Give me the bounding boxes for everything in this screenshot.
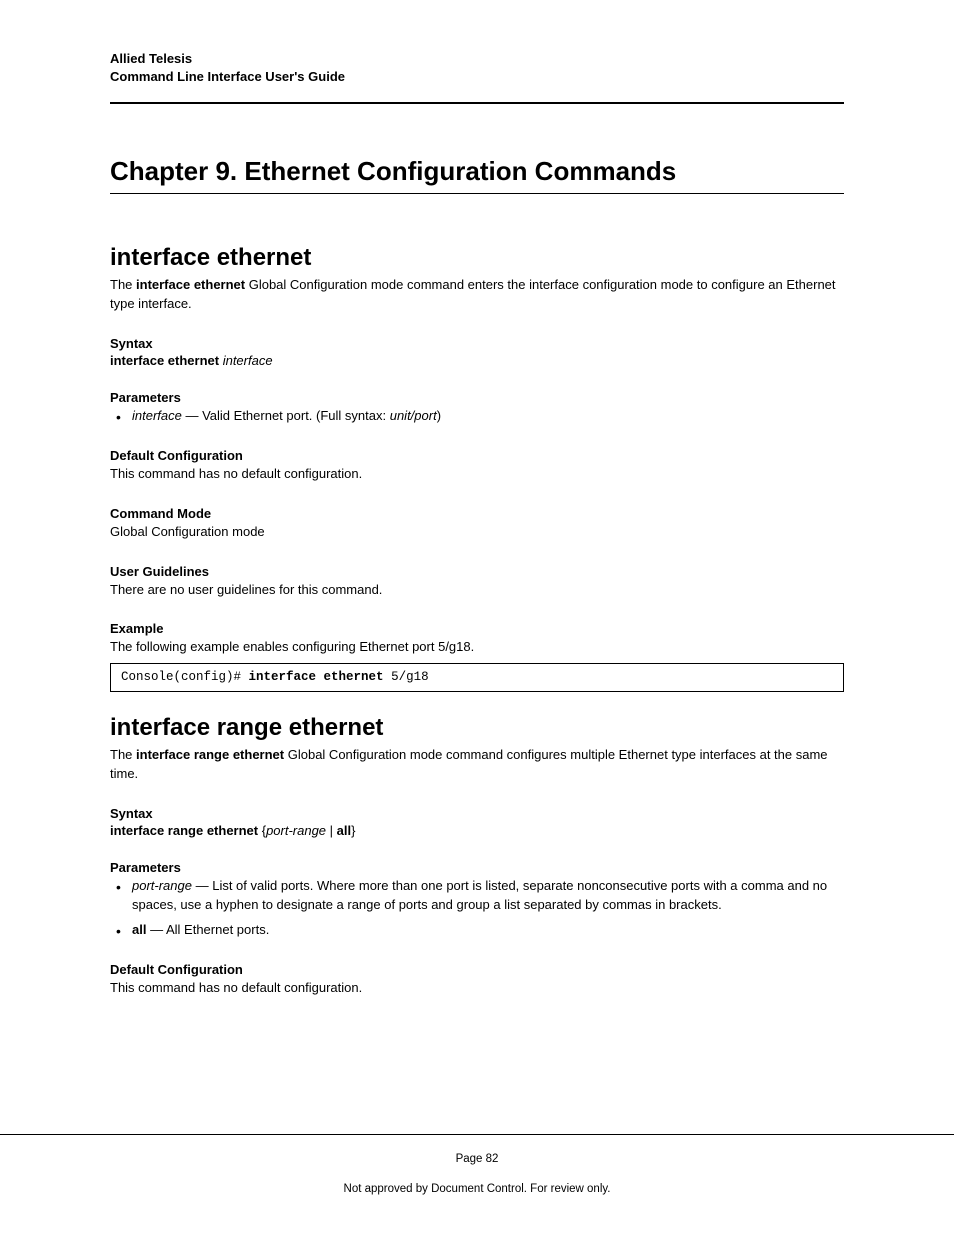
text: — Valid Ethernet port. (Full syntax: [182,408,390,423]
text: ) [437,408,441,423]
syntax-cmd: interface ethernet [110,353,223,368]
param-syntax: unit/port [390,408,437,423]
header-line2: Command Line Interface User's Guide [110,68,844,86]
parameters-list: interface — Valid Ethernet port. (Full s… [110,407,844,426]
section1-intro: The interface ethernet Global Configurat… [110,276,844,314]
param-item: port-range — List of valid ports. Where … [132,877,844,915]
example-text: The following example enables configurin… [110,638,844,657]
chapter-title: Chapter 9. Ethernet Configuration Comman… [110,156,844,187]
section2-title: interface range ethernet [110,714,844,742]
default-config-text: This command has no default configuratio… [110,979,844,998]
command-mode-text: Global Configuration mode [110,523,844,542]
section1-title: interface ethernet [110,244,844,272]
syntax-line: interface range ethernet {port-range | a… [110,823,844,838]
text: The [110,277,136,292]
brace: } [351,823,355,838]
param-name: all [132,922,146,937]
page-container: Allied Telesis Command Line Interface Us… [0,0,954,1235]
bold-term: interface ethernet [136,277,245,292]
user-guidelines-text: There are no user guidelines for this co… [110,581,844,600]
syntax-arg: port-range [266,823,326,838]
user-guidelines-heading: User Guidelines [110,564,844,579]
code-command: interface ethernet [249,670,384,684]
parameters-heading: Parameters [110,390,844,405]
page-number: Page 82 [0,1153,954,1165]
parameters-list: port-range — List of valid ports. Where … [110,877,844,940]
chapter-rule [110,193,844,194]
code-arg: 5/g18 [384,670,429,684]
bold-term: interface range ethernet [136,747,284,762]
page-footer: Page 82 Not approved by Document Control… [0,1134,954,1195]
text: — List of valid ports. Where more than o… [132,878,827,912]
text: — All Ethernet ports. [146,922,269,937]
syntax-keyword: all [337,823,351,838]
default-config-heading: Default Configuration [110,962,844,977]
separator: | [326,823,337,838]
syntax-line: interface ethernet interface [110,353,844,368]
param-name: interface [132,408,182,423]
syntax-heading: Syntax [110,806,844,821]
example-heading: Example [110,621,844,636]
default-config-heading: Default Configuration [110,448,844,463]
param-item: interface — Valid Ethernet port. (Full s… [132,407,844,426]
footer-notice: Not approved by Document Control. For re… [0,1183,954,1195]
syntax-cmd: interface range ethernet [110,823,262,838]
code-example: Console(config)# interface ethernet 5/g1… [110,663,844,692]
header-rule [110,102,844,104]
param-item: all — All Ethernet ports. [132,921,844,940]
header-line1: Allied Telesis [110,50,844,68]
code-prompt: Console(config)# [121,670,249,684]
parameters-heading: Parameters [110,860,844,875]
param-name: port-range [132,878,192,893]
running-header: Allied Telesis Command Line Interface Us… [110,50,844,86]
syntax-arg: interface [223,353,273,368]
text: The [110,747,136,762]
command-mode-heading: Command Mode [110,506,844,521]
section2-intro: The interface range ethernet Global Conf… [110,746,844,784]
default-config-text: This command has no default configuratio… [110,465,844,484]
syntax-heading: Syntax [110,336,844,351]
